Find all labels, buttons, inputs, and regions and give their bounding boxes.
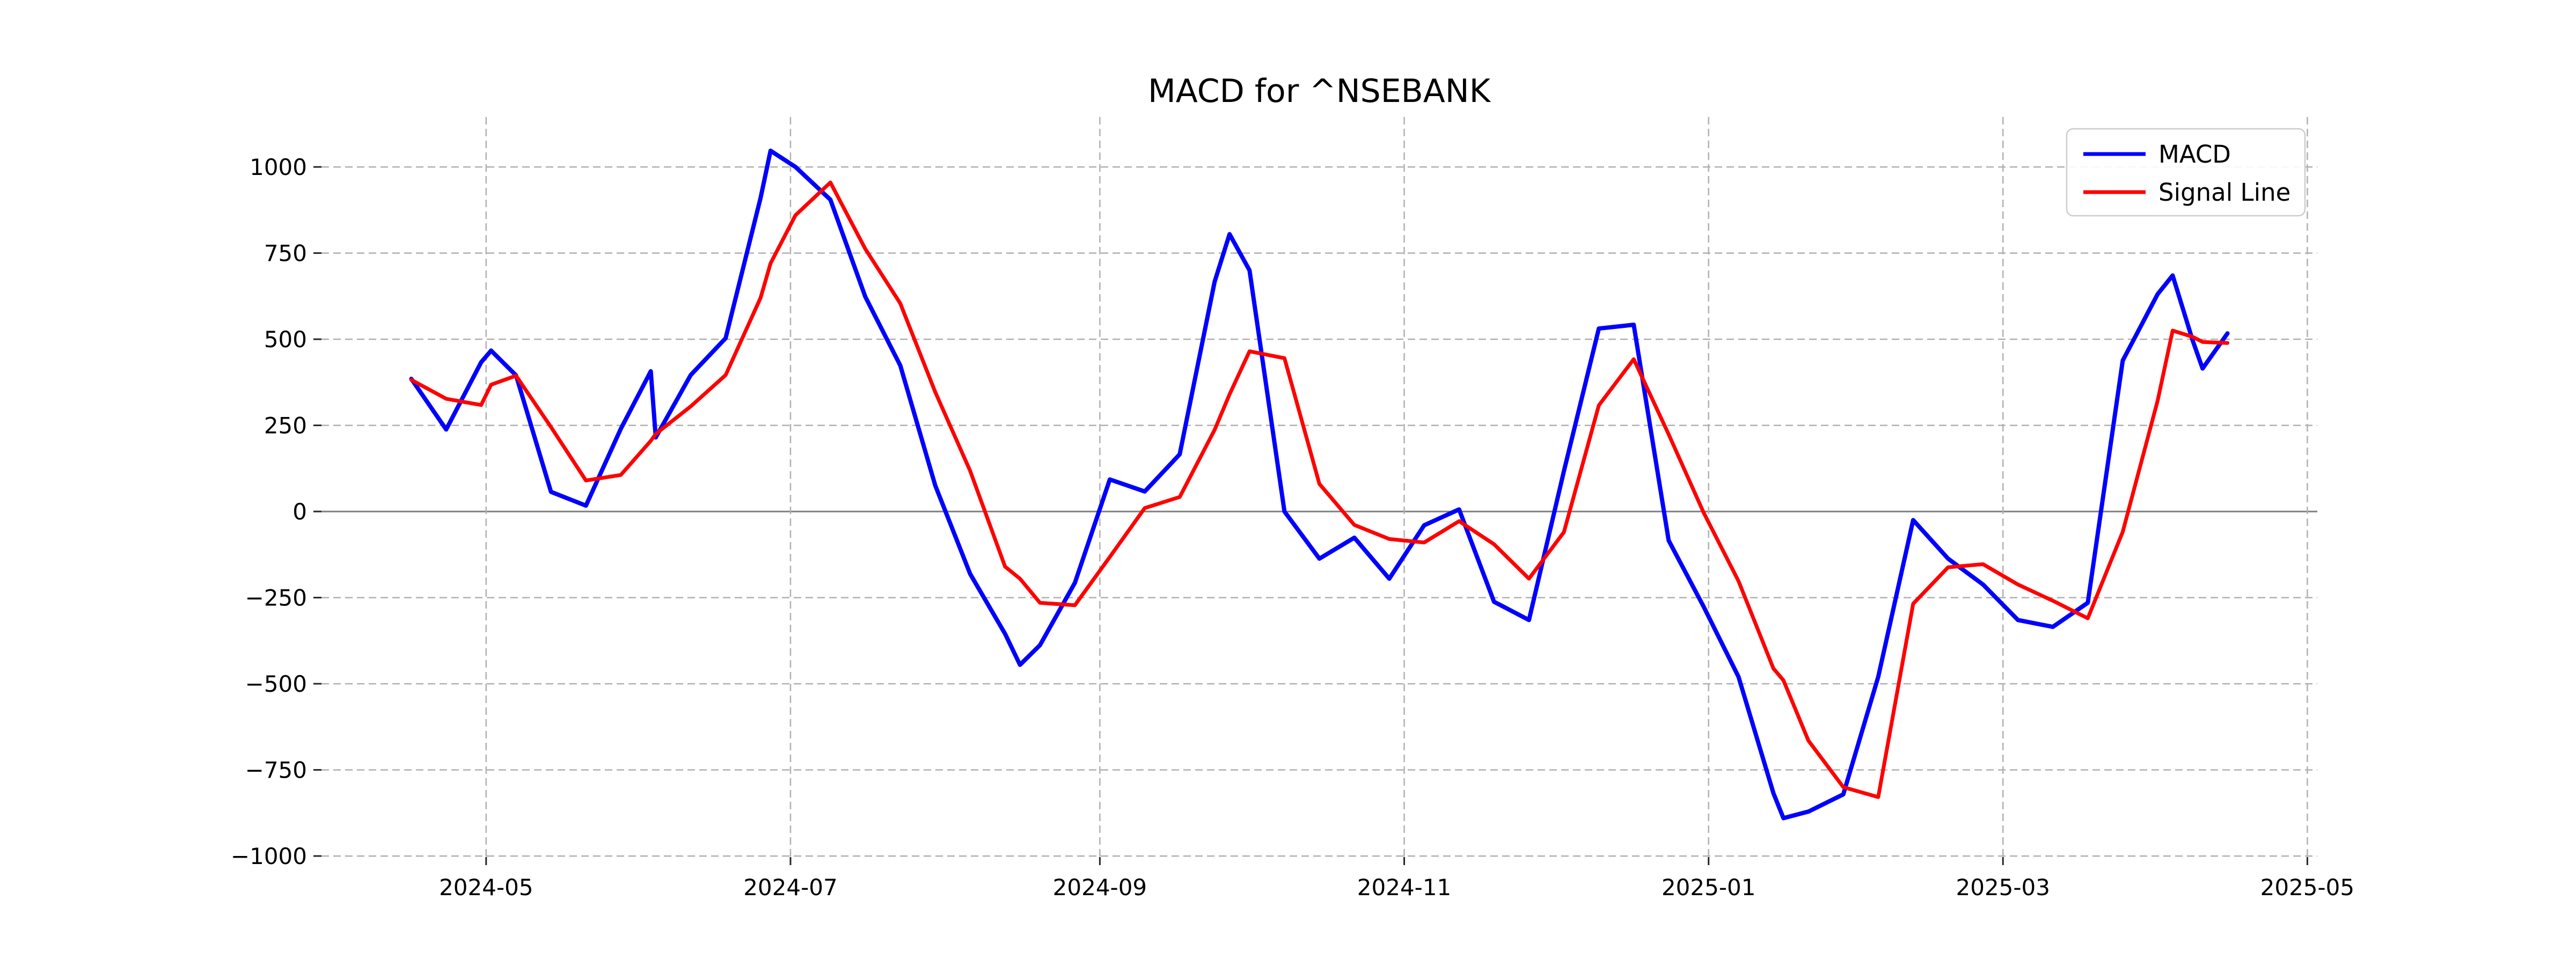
- legend-label-signal: Signal Line: [2158, 178, 2290, 207]
- series-lines: [409, 148, 2230, 821]
- x-tick-label: 2024-05: [439, 874, 533, 901]
- y-tick-label: −500: [245, 671, 307, 697]
- series-line-macd: [409, 148, 2230, 821]
- y-tick-label: 500: [264, 326, 307, 353]
- y-tick-label: −1000: [231, 843, 307, 869]
- x-tick-label: 2025-01: [1662, 874, 1756, 901]
- x-tick-label: 2024-07: [743, 874, 838, 901]
- y-tick-label: 0: [292, 499, 307, 525]
- x-tick-label: 2025-05: [2260, 874, 2355, 901]
- y-axis-tick-labels: 1000 750 500 250 0 −250 −500 −750 −1000: [231, 154, 307, 869]
- x-tick-label: 2024-11: [1357, 874, 1452, 901]
- y-tick-label: 250: [264, 413, 307, 439]
- x-tick-label: 2024-09: [1053, 874, 1147, 901]
- y-tick-label: 1000: [250, 154, 307, 180]
- series-line-signal-line: [409, 180, 2230, 799]
- legend-label-macd: MACD: [2158, 140, 2231, 169]
- y-tick-label: −750: [245, 757, 307, 784]
- y-tick-label: −250: [245, 585, 307, 611]
- y-tick-label: 750: [264, 240, 307, 267]
- chart-title: MACD for ^NSEBANK: [1148, 72, 1491, 110]
- horizontal-gridlines: [321, 166, 2317, 857]
- vertical-gridlines: [485, 117, 2308, 857]
- x-tick-label: 2025-03: [1956, 874, 2051, 901]
- axis-tick-marks: [313, 166, 2308, 865]
- legend: MACD Signal Line: [2066, 128, 2306, 217]
- x-axis-tick-labels: 2024-05 2024-07 2024-09 2024-11 2025-01 2025-…: [439, 874, 2354, 901]
